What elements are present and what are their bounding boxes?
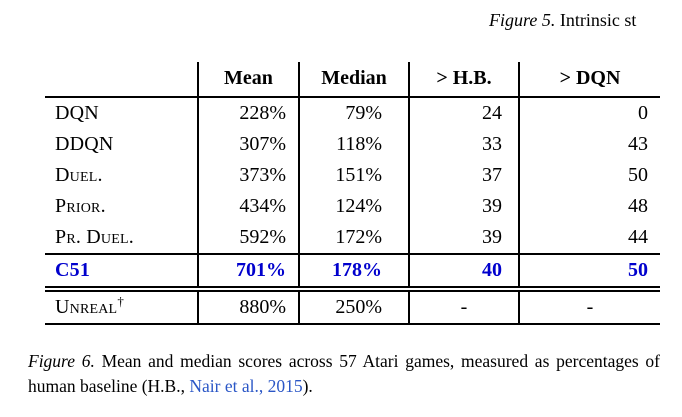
cell-gt-dqn: -	[518, 286, 660, 325]
cell-gt-hb: -	[408, 286, 519, 325]
cell-gt-hb: 24	[408, 97, 519, 129]
table-row-prior: Prior. 434% 124% 39 48	[45, 191, 660, 222]
row-label: C51	[45, 253, 198, 289]
cell-mean: 880%	[197, 286, 299, 325]
figure6-text-before: Mean and median scores across 57 Atari g…	[28, 351, 660, 396]
cell-median: 178%	[298, 253, 409, 289]
table-header-row: Mean Median > H.B. > DQN	[45, 62, 660, 98]
figure6-text-after: ).	[302, 375, 313, 396]
results-table-container: Mean Median > H.B. > DQN DQN 228% 79% 24…	[45, 62, 660, 325]
row-label: Prior.	[55, 195, 106, 217]
header-mean: Mean	[197, 62, 299, 98]
figure6-label: Figure 6.	[28, 351, 95, 371]
cell-gt-hb: 39	[408, 222, 519, 254]
row-label: DDQN	[55, 133, 114, 155]
results-table: Mean Median > H.B. > DQN DQN 228% 79% 24…	[45, 62, 660, 325]
table-row-pr-duel: Pr. Duel. 592% 172% 39 44	[45, 222, 660, 254]
cell-gt-dqn: 44	[518, 222, 660, 254]
cell-gt-hb: 40	[408, 253, 519, 289]
cell-gt-hb: 39	[408, 191, 519, 222]
row-label-text: Unreal	[55, 296, 118, 318]
table-row-duel: Duel. 373% 151% 37 50	[45, 160, 660, 191]
cell-gt-hb: 33	[408, 129, 519, 160]
citation-link-nair-2015[interactable]: Nair et al., 2015	[189, 375, 303, 396]
header-gt-dqn: > DQN	[518, 62, 660, 98]
cell-gt-dqn: 0	[518, 97, 660, 129]
cell-gt-dqn: 50	[518, 253, 660, 289]
header-empty	[45, 62, 198, 98]
cell-median: 118%	[298, 129, 409, 160]
cell-median: 79%	[298, 97, 409, 129]
cell-median: 124%	[298, 191, 409, 222]
cell-mean: 434%	[197, 191, 299, 222]
row-label: Duel.	[55, 164, 103, 186]
row-label: Unreal†	[45, 286, 198, 325]
row-label: Pr. Duel.	[55, 226, 134, 248]
figure5-partial-caption: Figure 5. Intrinsic st	[489, 10, 636, 31]
figure5-text: Intrinsic st	[555, 10, 637, 30]
table-row-unreal: Unreal† 880% 250% - -	[45, 286, 660, 325]
row-label: DQN	[55, 102, 99, 124]
table-row-ddqn: DDQN 307% 118% 33 43	[45, 129, 660, 160]
header-gt-hb: > H.B.	[408, 62, 519, 98]
cell-mean: 592%	[197, 222, 299, 254]
table-row-c51: C51 701% 178% 40 50	[45, 253, 660, 289]
cell-mean: 307%	[197, 129, 299, 160]
cell-median: 172%	[298, 222, 409, 254]
figure5-label: Figure 5.	[489, 10, 556, 30]
cell-gt-dqn: 48	[518, 191, 660, 222]
header-median: Median	[298, 62, 409, 98]
dagger-mark: †	[117, 293, 125, 309]
cell-gt-hb: 37	[408, 160, 519, 191]
figure6-caption: Figure 6. Mean and median scores across …	[28, 349, 660, 399]
cell-gt-dqn: 50	[518, 160, 660, 191]
cell-median: 151%	[298, 160, 409, 191]
cell-median: 250%	[298, 286, 409, 325]
cell-mean: 228%	[197, 97, 299, 129]
cell-mean: 373%	[197, 160, 299, 191]
table-row-dqn: DQN 228% 79% 24 0	[45, 97, 660, 129]
cell-gt-dqn: 43	[518, 129, 660, 160]
cell-mean: 701%	[197, 253, 299, 289]
